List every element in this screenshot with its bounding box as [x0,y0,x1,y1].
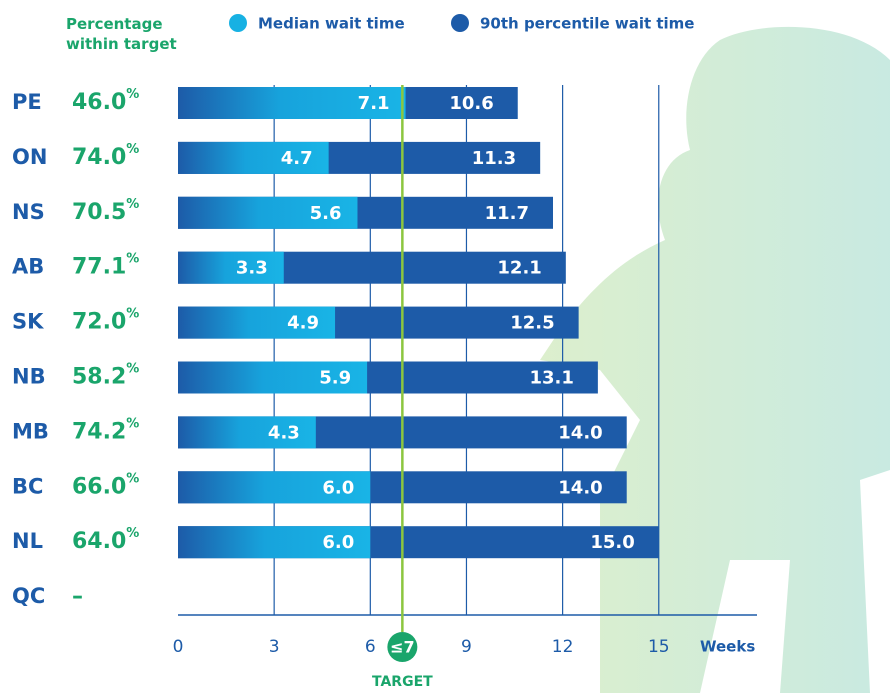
legend-label: 90th percentile wait time [480,15,694,33]
category-label: AB [12,255,44,279]
pct-unit: % [126,141,139,156]
bar-value-label: 4.3 [268,422,300,443]
bars: 10.6 11.3 11.7 12.1 12.5 13.1 14.0 14.0 15.0 7.1 4… [178,87,659,559]
bar-value-label: 12.5 [510,313,554,334]
pct-number: 72.0 [72,310,126,335]
within-target-value: 74.0% [72,141,139,170]
bar [178,471,371,504]
bar [178,526,371,559]
category-label: PE [12,90,42,114]
pct-unit: % [126,361,139,376]
x-tick-label: 3 [269,637,280,657]
bar [178,361,368,394]
bar-value-label: 3.3 [236,258,268,279]
within-target-value: 70.5% [72,196,139,225]
pct-unit: % [126,251,139,266]
bar-value-label: 12.1 [497,258,541,279]
x-tick-label: 15 [648,637,670,657]
bar-value-label: 4.7 [281,148,313,169]
x-tick-label: 6 [365,637,376,657]
category-label: SK [12,310,44,334]
pct-number: 64.0 [72,529,126,554]
header-line: within target [66,35,177,53]
pct-unit: % [126,306,139,321]
bar-value-label: 6.0 [322,532,354,553]
legend-label: Median wait time [258,15,405,33]
category-label: NS [12,200,45,224]
pct-number: 74.2 [72,419,126,444]
pct-number: 58.2 [72,365,126,390]
category-label: BC [12,474,43,498]
bar [178,251,284,284]
target-badge [387,632,418,662]
bar [178,87,406,119]
legend-swatch [451,14,469,32]
pct-number: 74.0 [72,145,126,170]
pct-unit: % [126,416,139,431]
bar [178,306,336,339]
bar [178,141,329,174]
bar-value-label: 13.1 [529,368,573,389]
pct-number: 77.1 [72,255,126,280]
within-target-header: Percentage within target [66,15,177,53]
category-label: QC [12,584,45,608]
x-axis-label: Weeks [700,638,755,656]
within-target-value: 64.0% [72,526,139,555]
header-line: Percentage [66,15,163,33]
within-target-value: 58.2% [72,361,139,390]
bar-value-label: 6.0 [322,477,354,498]
bar-value-label: 11.7 [485,203,529,224]
x-tick-label: 9 [461,637,472,657]
pct-number: 46.0 [72,90,126,115]
background-figure [540,26,890,693]
pct-number: – [72,584,83,609]
within-target-value: 46.0% [72,87,139,116]
category-label: NB [12,365,46,389]
bar-value-label: 14.0 [558,477,602,498]
pct-unit: % [126,196,139,211]
category-label: NL [12,529,43,553]
within-target-value: 72.0% [72,306,139,335]
bar-value-label: 14.0 [558,422,602,443]
overlay: ≤7 TARGET [372,85,433,690]
target-label: ≤7 [390,638,415,657]
bar-value-label: 15.0 [590,532,634,553]
within-target-value: 74.2% [72,416,139,445]
pct-unit: % [126,87,139,102]
bar-value-label: 10.6 [449,93,493,114]
legend-swatch [229,14,247,32]
within-target-value: – [72,584,83,609]
category-label: ON [12,145,47,169]
within-target-value: 66.0% [72,471,139,500]
bar-value-label: 5.6 [310,203,342,224]
bar [178,196,358,229]
within-target-value: 77.1% [72,251,139,280]
target-caption: TARGET [372,674,433,690]
x-tick-label: 12 [552,637,574,657]
bar-value-label: 11.3 [472,148,516,169]
category-label: MB [12,419,49,443]
x-tick-label: 0 [173,637,184,657]
pct-unit: % [126,526,139,541]
bar-value-label: 5.9 [319,368,351,389]
bar-value-label: 7.1 [358,93,390,114]
pct-number: 66.0 [72,474,126,499]
bar-value-label: 4.9 [287,313,319,334]
pct-number: 70.5 [72,200,126,225]
bar [178,416,316,449]
pct-unit: % [126,471,139,486]
